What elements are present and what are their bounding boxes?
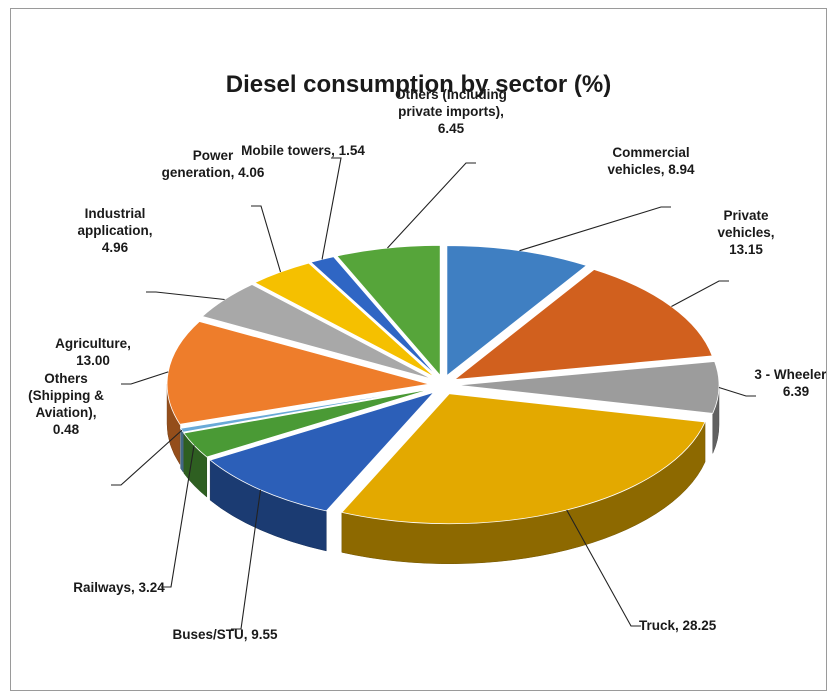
data-label-private-vehicles: Private vehicles, 13.15	[717, 208, 774, 257]
pie-slice-power-generation	[253, 262, 436, 378]
leader-line-power-generation	[251, 205, 282, 273]
pie-slice-industrial-application	[201, 284, 433, 380]
data-labels: Commercial vehicles, 8.94 Private vehicles,…	[28, 87, 826, 642]
leader-line-buses-stu	[231, 489, 262, 630]
data-label-buses-stu: Buses/STU, 9.55	[172, 627, 278, 642]
data-label-3-wheelers: 3 - Wheelers,6.39	[754, 367, 826, 399]
data-label-industrial-application: Industrial application, 4.96	[77, 206, 152, 255]
pie-slices	[166, 244, 720, 525]
pie-slice-others-shipping-aviation-	[179, 387, 430, 433]
data-label-agriculture: Agriculture, 13.00	[55, 336, 131, 368]
chart-frame: Diesel consumption by sector (%) Commerc…	[10, 8, 827, 691]
pie-slice-mobile-towers	[309, 256, 438, 377]
leader-line-mobile-towers	[321, 157, 342, 260]
data-label-commercial-vehicles: Commercial vehicles, 8.94	[607, 145, 695, 177]
data-label-others-shipping-aviation-: Others (Shipping & Aviation), 0.48	[28, 371, 104, 437]
pie-slice-private-vehicles	[453, 269, 713, 381]
pie-side-others-shipping-aviation-	[180, 427, 184, 473]
data-label-mobile-towers: Mobile towers, 1.54	[241, 143, 365, 158]
pie-slice-truck	[341, 393, 706, 525]
leader-line-private-vehicles	[671, 280, 729, 308]
pie-slice-commercial-vehicles	[446, 245, 588, 377]
pie-slice-3-wheelers	[456, 361, 720, 414]
data-label-power-generation: Power generation, 4.06	[162, 148, 265, 180]
pie-chart: Commercial vehicles, 8.94 Private vehicles,…	[28, 87, 826, 642]
data-label-railways: Railways, 3.24	[73, 580, 165, 595]
leader-line-others-including-private-imports-	[387, 162, 476, 249]
leader-line-agriculture	[121, 371, 169, 385]
leader-line-commercial-vehicles	[519, 206, 671, 252]
leader-line-railways	[161, 445, 195, 588]
data-label-others-including-private-imports-: Others (Including private imports), 6.45	[395, 87, 507, 136]
data-label-truck: Truck, 28.25	[639, 618, 717, 633]
leader-line-truck	[566, 509, 641, 627]
leader-line-industrial-application	[146, 291, 225, 301]
leader-line-3-wheelers	[718, 386, 756, 397]
leader-line-others-shipping-aviation-	[111, 429, 183, 486]
chart-title: Diesel consumption by sector (%)	[225, 71, 612, 98]
